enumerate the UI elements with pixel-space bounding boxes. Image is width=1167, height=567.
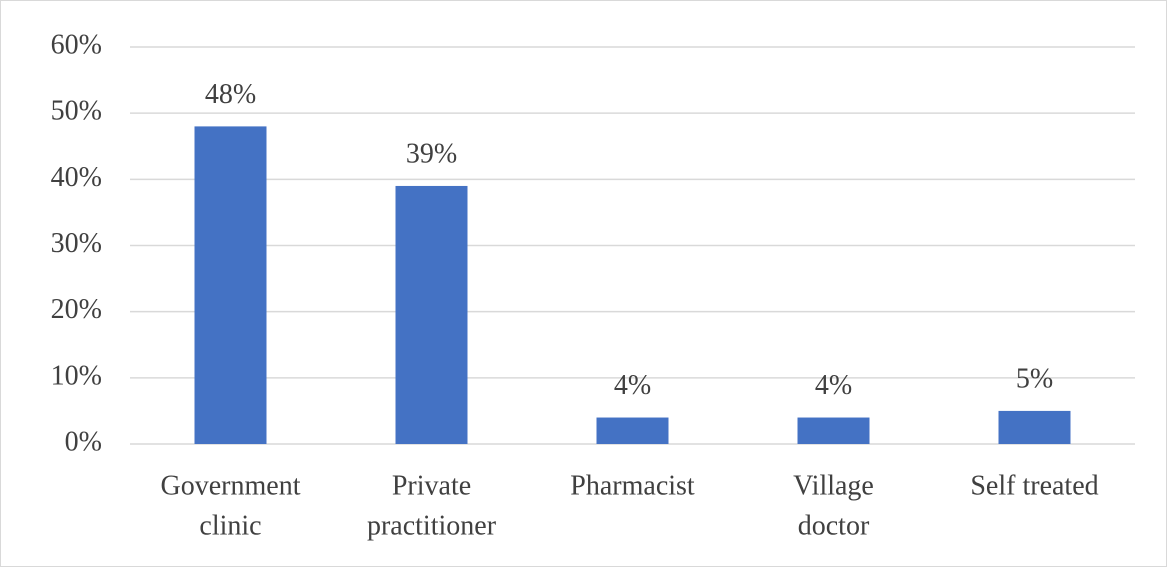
bar: [395, 185, 468, 444]
x-tick-label: practitioner: [367, 510, 497, 541]
y-tick-label: 40%: [51, 162, 102, 193]
value-label: 39%: [406, 138, 457, 169]
bar: [998, 410, 1071, 444]
y-tick-label: 60%: [51, 29, 102, 60]
x-tick-label: clinic: [199, 510, 261, 541]
value-label: 5%: [1016, 363, 1053, 394]
value-label: 48%: [205, 79, 256, 110]
y-tick-label: 10%: [51, 360, 102, 391]
y-tick-label: 0%: [65, 426, 102, 457]
x-tick-label: Pharmacist: [570, 470, 695, 501]
value-label: 4%: [614, 370, 651, 401]
x-tick-label: Government: [161, 470, 301, 501]
y-tick-label: 30%: [51, 228, 102, 259]
y-tick-label: 50%: [51, 96, 102, 127]
x-tick-label: Private: [392, 470, 471, 501]
value-label: 4%: [815, 370, 852, 401]
bar: [797, 417, 870, 444]
bar: [596, 417, 669, 444]
x-tick-label: Self treated: [970, 470, 1098, 501]
x-tick-label: Village: [793, 470, 874, 501]
y-tick-label: 20%: [51, 294, 102, 325]
x-tick-label: doctor: [798, 510, 870, 541]
bar: [194, 126, 267, 445]
